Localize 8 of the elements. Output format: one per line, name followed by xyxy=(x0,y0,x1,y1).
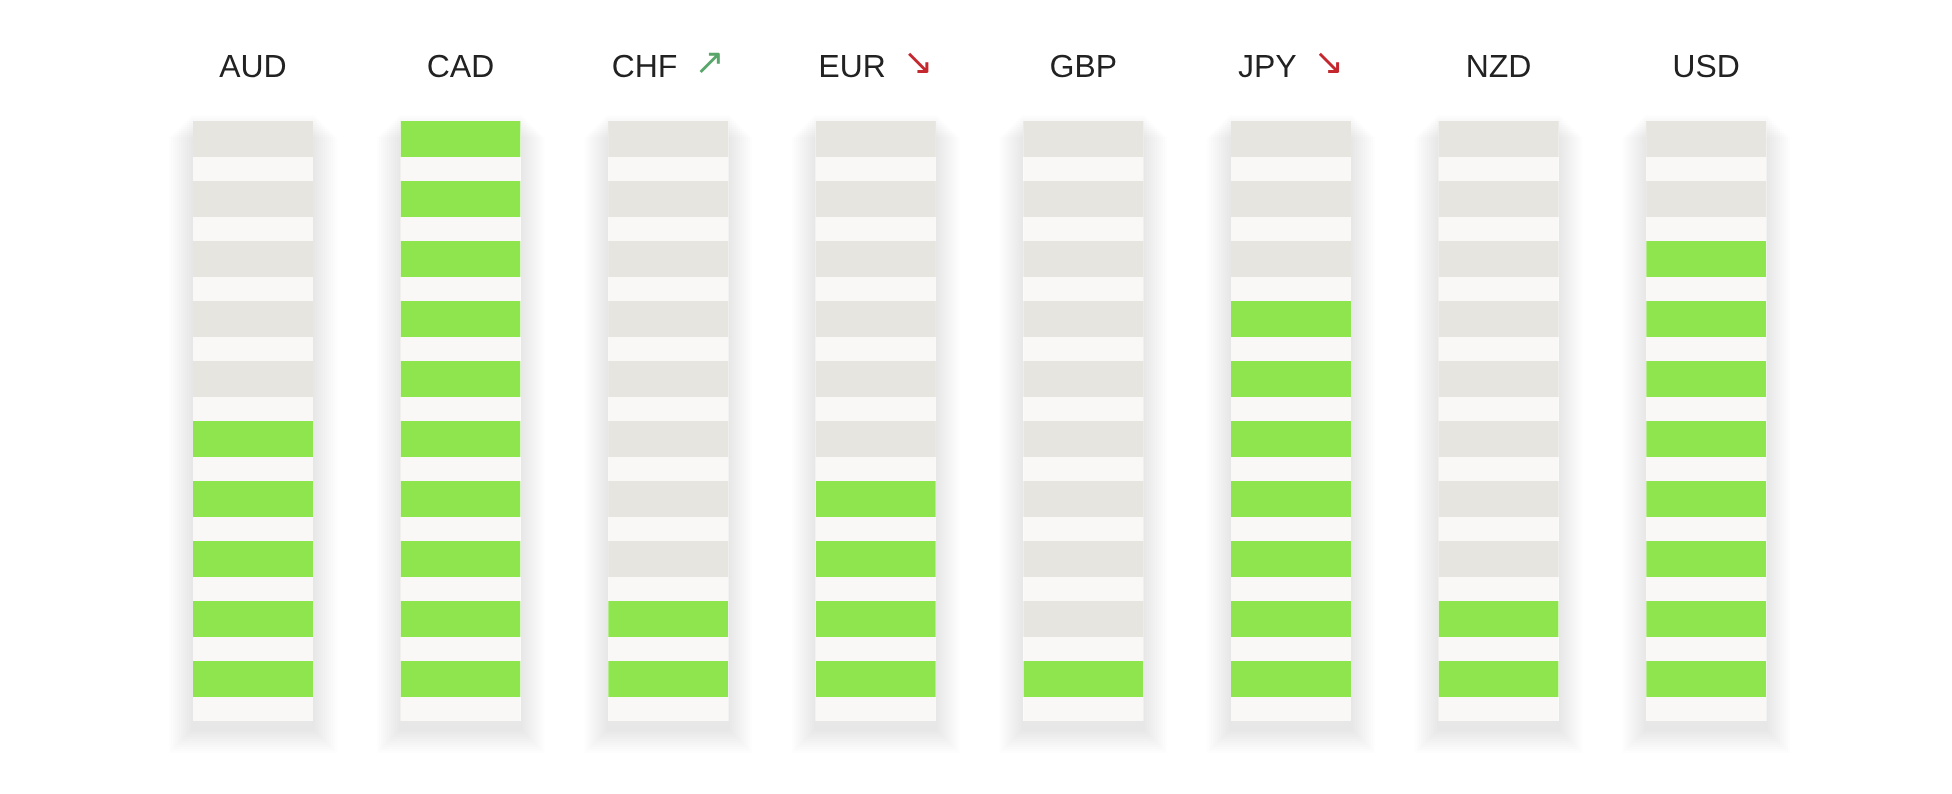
x-tick-label: USD xyxy=(1674,54,1739,78)
x-tick-label: GBP xyxy=(1051,54,1116,78)
x-tick-label: AUD xyxy=(219,55,286,78)
x-tick-label: EUR ↘ xyxy=(820,52,929,78)
x-tick-label: CHF ↗ xyxy=(613,52,720,78)
x-tick-label: NZD xyxy=(1468,55,1530,77)
x-tick-label: CAD xyxy=(428,54,493,78)
x-tick-label: JPY ↘ xyxy=(1238,52,1340,78)
